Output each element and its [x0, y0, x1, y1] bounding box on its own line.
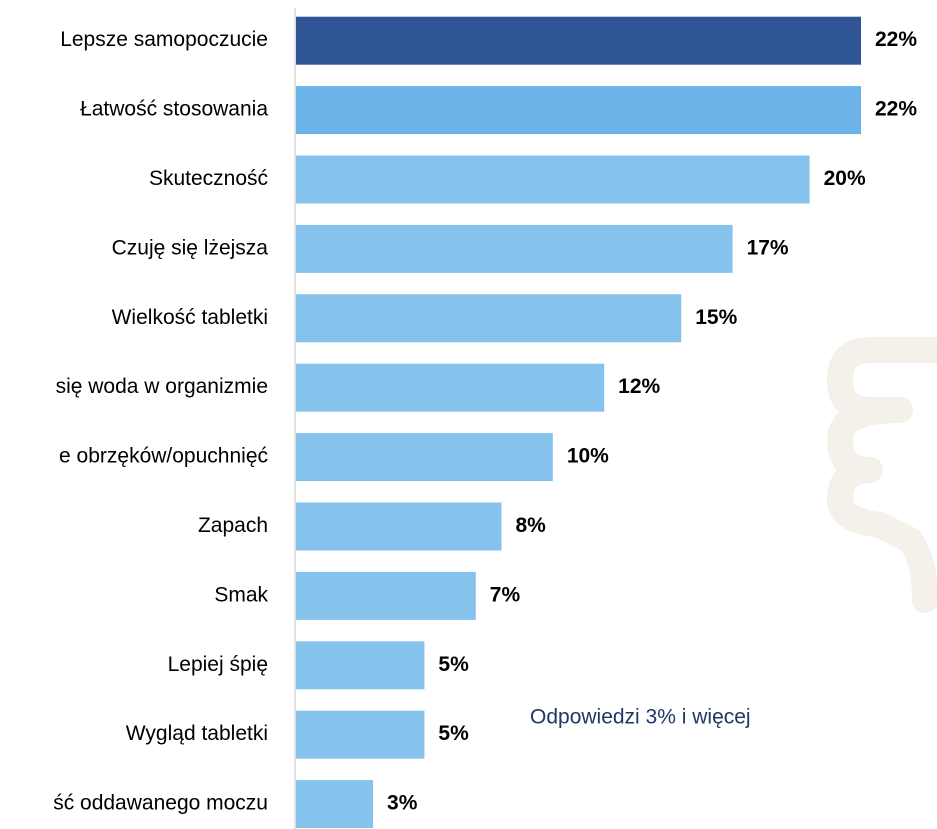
bar	[296, 780, 374, 829]
category-label: Zapach	[198, 514, 268, 537]
category-label: ść oddawanego moczu	[53, 792, 268, 815]
category-label: Wygląd tabletki	[126, 722, 268, 745]
bar	[296, 363, 605, 412]
category-label: Smak	[214, 583, 268, 606]
bar	[296, 16, 861, 65]
annotation: Odpowiedzi 3% i więcej	[530, 706, 751, 729]
category-label: Łatwość stosowania	[80, 98, 268, 121]
value-label: 17%	[747, 236, 789, 259]
category-label: Czuję się lżejsza	[112, 236, 269, 259]
bar	[296, 641, 425, 690]
value-label: 8%	[515, 514, 546, 537]
value-label: 12%	[618, 375, 660, 398]
bar	[296, 294, 682, 343]
category-label: Lepsze samopoczucie	[60, 28, 268, 51]
value-label: 20%	[824, 167, 866, 190]
value-label: 5%	[438, 653, 469, 676]
watermark	[826, 337, 937, 613]
value-label: 5%	[438, 722, 469, 745]
bar	[296, 502, 502, 551]
value-label: 15%	[695, 306, 737, 329]
bar	[296, 571, 476, 620]
value-label: 22%	[875, 28, 917, 51]
value-label: 10%	[567, 445, 609, 468]
value-label: 3%	[387, 792, 418, 815]
value-label: 7%	[490, 583, 521, 606]
bar	[296, 86, 861, 135]
bar	[296, 155, 810, 204]
bar	[296, 710, 425, 759]
category-label: Wielkość tabletki	[112, 306, 268, 329]
category-label: Skuteczność	[149, 167, 268, 190]
category-label: Lepiej śpię	[168, 653, 268, 676]
category-label: e obrzęków/opuchnięć	[59, 445, 268, 468]
value-label: 22%	[875, 98, 917, 121]
bar	[296, 224, 733, 273]
bar	[296, 433, 553, 482]
category-label: się woda w organizmie	[56, 375, 268, 398]
